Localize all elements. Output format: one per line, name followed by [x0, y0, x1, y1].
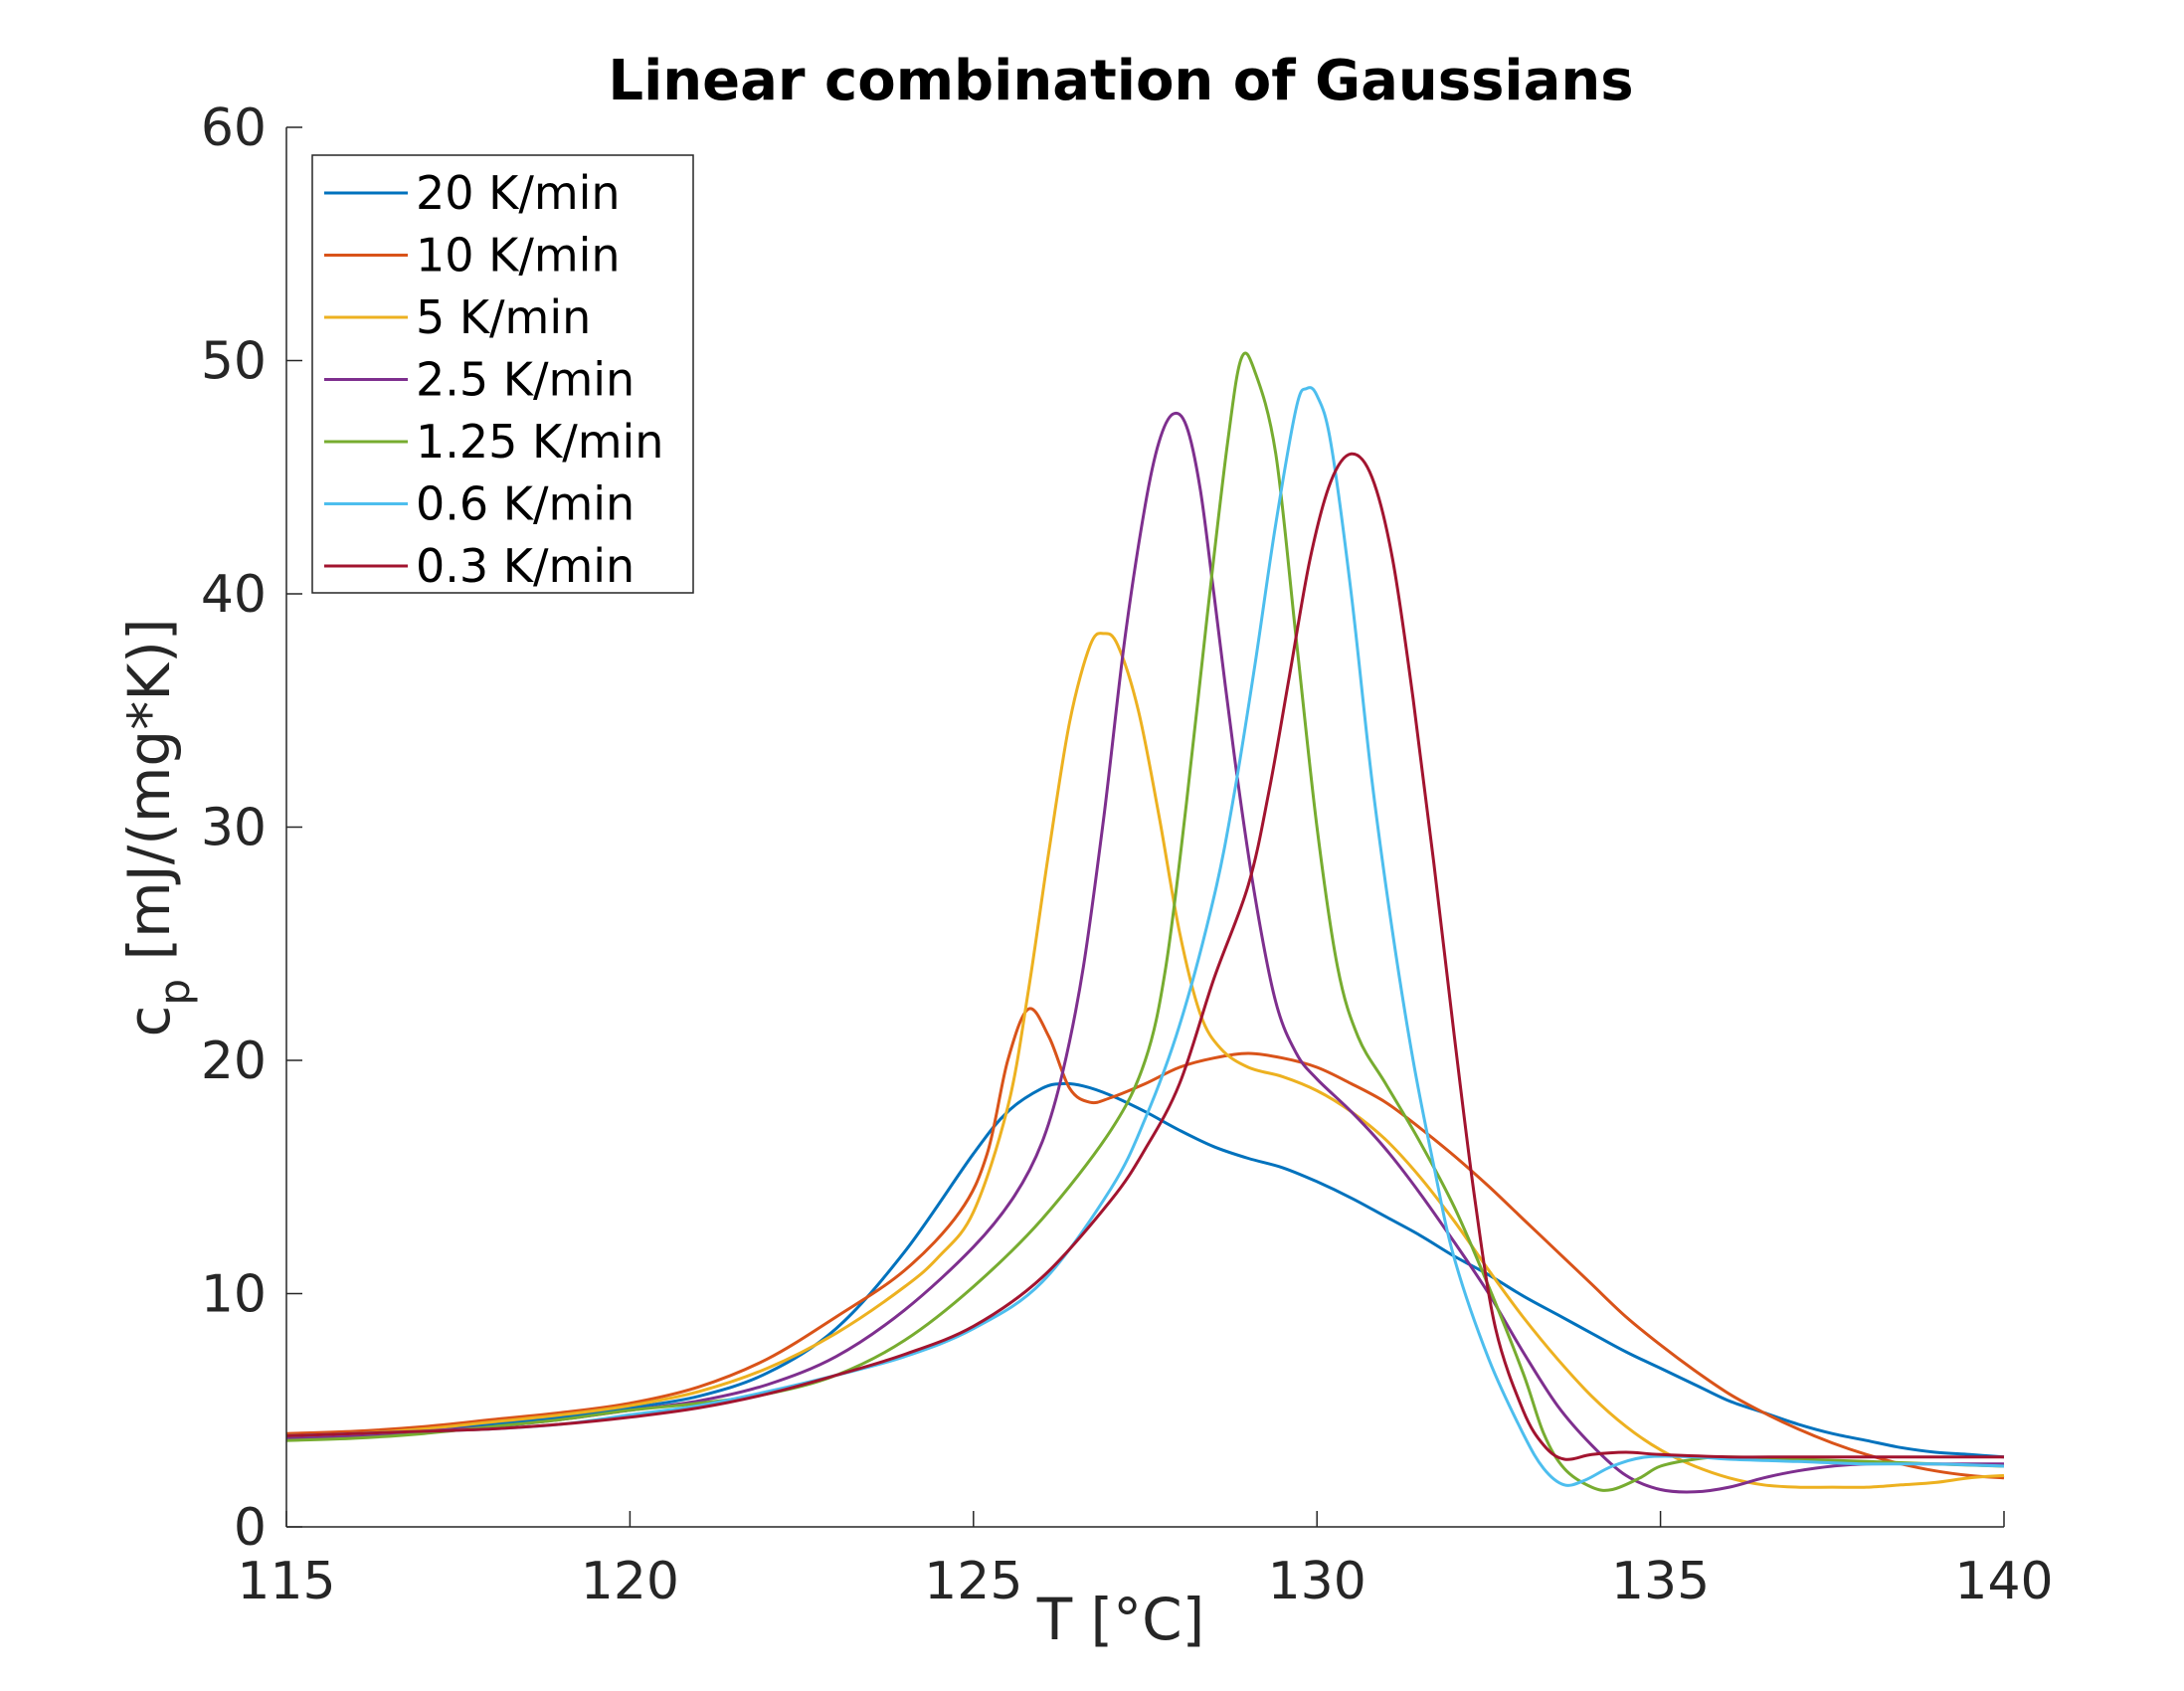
y-tick-label: 10 [201, 1265, 267, 1325]
x-tick-label: 140 [1954, 1552, 2053, 1611]
y-tick-label: 40 [201, 565, 267, 625]
y-axis-label-subscript: p [150, 979, 199, 1006]
x-tick-label: 120 [581, 1552, 679, 1611]
legend-box [311, 154, 694, 594]
series-line-6 [285, 452, 2004, 1461]
x-tick-label: 115 [237, 1552, 335, 1611]
series-line-2 [285, 632, 2005, 1489]
x-tick-label: 125 [924, 1552, 1022, 1611]
legend-label-6: 0.3 K/min [416, 539, 635, 593]
legend: 20 K/min 10 K/min 5 K/min 2.5 K/min 1.25 K/m… [311, 154, 694, 594]
y-tick-label: 60 [201, 98, 267, 158]
y-tick-label: 50 [201, 332, 267, 392]
y-axis-label-main: c [115, 1006, 183, 1037]
x-tick-label: 130 [1268, 1552, 1366, 1611]
legend-label-5: 0.6 K/min [416, 477, 635, 531]
y-axis-label-rest: [mJ/(mg*K)] [115, 618, 183, 978]
series-line-5 [285, 386, 2005, 1487]
legend-label-2: 5 K/min [416, 290, 591, 344]
series-line-3 [285, 411, 2004, 1494]
axes [285, 126, 2005, 1528]
y-tick-labels: 0 10 20 30 40 50 60 [201, 98, 267, 1558]
legend-label-4: 1.25 K/min [416, 415, 663, 469]
y-tick-label: 20 [201, 1032, 267, 1091]
legend-label-1: 10 K/min [416, 229, 621, 282]
x-tick-label: 135 [1611, 1552, 1710, 1611]
y-tick-label: 30 [201, 799, 267, 858]
x-axis-label: T [°C] [1036, 1586, 1205, 1653]
chart-title: Linear combination of Gaussians [608, 49, 1633, 113]
x-tick-labels: 115 120 125 130 135 140 [237, 1552, 2053, 1611]
series-line-1 [285, 1007, 2005, 1480]
series-layer [285, 351, 2005, 1494]
legend-items: 20 K/min 10 K/min 5 K/min 2.5 K/min 1.25 K/m… [324, 166, 663, 593]
y-tick-label: 0 [234, 1498, 267, 1558]
legend-label-3: 2.5 K/min [416, 353, 635, 407]
legend-label-0: 20 K/min [416, 166, 621, 220]
y-axis-label: cp [mJ/(mg*K)] [115, 618, 199, 1036]
